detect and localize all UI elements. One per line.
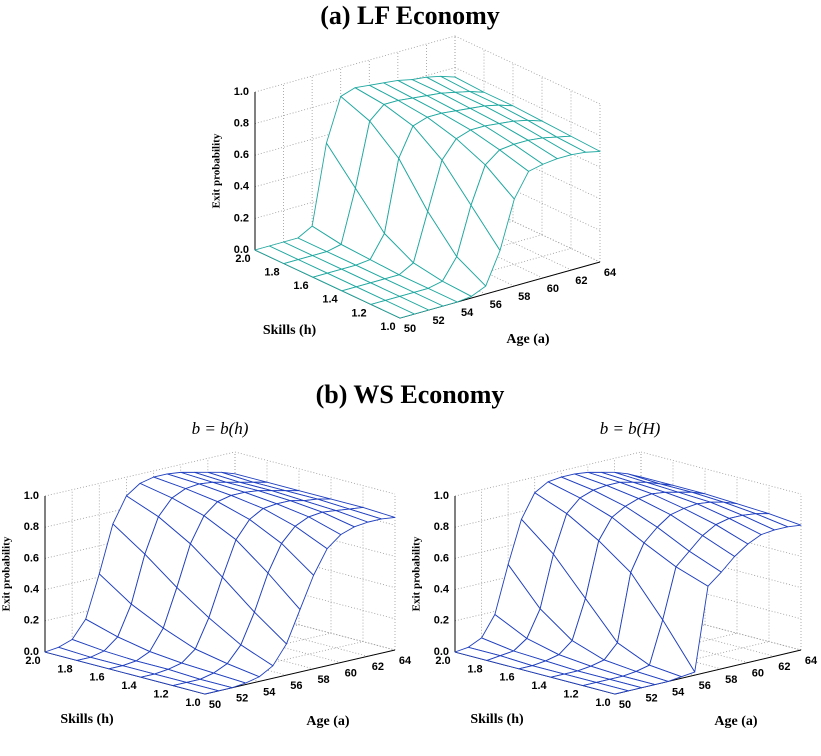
grid-line xyxy=(172,641,364,686)
z-tick-label: 0.4 xyxy=(24,584,40,596)
x-tick-label: 52 xyxy=(645,693,657,705)
x-tick-label: 62 xyxy=(575,275,587,287)
y-tick-label: 1.2 xyxy=(153,689,168,701)
grid-line xyxy=(153,626,314,670)
z-axis-label: Exit probability xyxy=(411,536,423,611)
y-axis-label: Skills (h) xyxy=(263,323,317,338)
x-tick-label: 58 xyxy=(518,291,530,303)
x-tick-label: 60 xyxy=(345,667,357,679)
x-tick-label: 56 xyxy=(290,680,302,692)
grid-line xyxy=(550,632,738,678)
y-tick-label: 1.0 xyxy=(380,321,395,333)
grid-line xyxy=(582,641,770,686)
y-tick-label: 1.4 xyxy=(531,680,547,692)
z-axis-label: Exit probability xyxy=(1,536,13,611)
x-tick-label: 50 xyxy=(619,699,631,711)
subplot-title: b = b(h) xyxy=(192,419,249,438)
x-tick-label: 58 xyxy=(725,674,737,686)
x-tick-label: 60 xyxy=(752,667,764,679)
grid-line xyxy=(640,607,802,651)
z-tick-label: 0.2 xyxy=(434,615,449,627)
x-tick-label: 50 xyxy=(209,699,221,711)
z-tick-label: 1.0 xyxy=(24,490,39,502)
x-axis-label: Age (a) xyxy=(306,714,349,729)
y-tick-label: 1.8 xyxy=(57,663,72,675)
grid-line xyxy=(207,613,368,657)
grid-line xyxy=(234,607,396,651)
x-tick-label: 64 xyxy=(805,655,818,667)
grid-line xyxy=(180,620,341,663)
y-axis-label: Skills (h) xyxy=(60,712,114,727)
y-tick-label: 1.6 xyxy=(499,672,514,684)
surface-patch xyxy=(370,299,415,319)
z-tick-label: 1.0 xyxy=(234,86,249,98)
y-tick-label: 1.0 xyxy=(185,697,200,709)
grid-line xyxy=(640,451,802,495)
z-tick-label: 1.0 xyxy=(434,490,449,502)
y-tick-label: 1.4 xyxy=(121,680,137,692)
z-tick-label: 0.4 xyxy=(434,584,450,596)
z-tick-label: 0.6 xyxy=(24,552,39,564)
y-tick-label: 2.0 xyxy=(25,655,40,667)
y-tick-label: 1.0 xyxy=(595,697,610,709)
z-tick-label: 0.6 xyxy=(434,552,449,564)
x-axis-label: Age (a) xyxy=(714,714,757,729)
y-tick-label: 1.2 xyxy=(563,689,578,701)
grid-line xyxy=(140,632,332,678)
y-tick-label: 2.0 xyxy=(235,253,250,265)
x-tick-label: 64 xyxy=(604,267,617,279)
z-tick-label: 0.6 xyxy=(234,149,249,161)
surface-patch xyxy=(582,682,629,695)
grid-line xyxy=(587,620,748,663)
y-tick-label: 2.0 xyxy=(435,655,450,667)
x-tick-label: 54 xyxy=(263,686,276,698)
subplot-title: b = b(H) xyxy=(600,419,661,438)
grid-line xyxy=(454,451,642,497)
z-tick-label: 0.8 xyxy=(234,118,249,130)
x-tick-label: 52 xyxy=(236,693,248,705)
y-tick-label: 1.6 xyxy=(293,280,308,292)
z-tick-label: 0.8 xyxy=(24,521,39,533)
grid-line xyxy=(44,451,236,497)
z-tick-label: 0.2 xyxy=(24,615,39,627)
figure-title: (b) WS Economy xyxy=(316,380,505,409)
z-axis-label: Exit probability xyxy=(211,133,223,208)
z-tick-label: 0.2 xyxy=(234,212,249,224)
x-tick-label: 54 xyxy=(461,307,474,319)
y-tick-label: 1.2 xyxy=(351,307,366,319)
x-tick-label: 56 xyxy=(699,680,711,692)
z-tick-label: 0.8 xyxy=(434,521,449,533)
x-tick-label: 52 xyxy=(432,315,444,327)
y-tick-label: 1.4 xyxy=(322,294,338,306)
figure-title: (a) LF Economy xyxy=(320,1,500,30)
x-tick-label: 56 xyxy=(490,299,502,311)
y-tick-label: 1.8 xyxy=(264,267,279,279)
axis-line xyxy=(204,649,396,695)
z-tick-label: 0.0 xyxy=(434,646,449,658)
x-tick-label: 62 xyxy=(778,661,790,673)
z-tick-label: 0.0 xyxy=(24,646,39,658)
grid-line xyxy=(614,613,775,657)
x-tick-label: 54 xyxy=(672,686,685,698)
x-axis-label: Age (a) xyxy=(506,332,549,347)
y-axis-label: Skills (h) xyxy=(470,712,524,727)
x-tick-label: 62 xyxy=(372,661,384,673)
grid-line xyxy=(234,451,396,495)
y-tick-label: 1.8 xyxy=(467,663,482,675)
y-tick-label: 1.6 xyxy=(89,672,104,684)
z-tick-label: 0.4 xyxy=(234,181,250,193)
z-tick-label: 0.0 xyxy=(234,244,249,256)
x-tick-label: 58 xyxy=(317,674,329,686)
surface-patch xyxy=(172,682,220,695)
x-tick-label: 64 xyxy=(399,655,412,667)
x-tick-label: 50 xyxy=(404,323,416,335)
x-tick-label: 60 xyxy=(547,283,559,295)
